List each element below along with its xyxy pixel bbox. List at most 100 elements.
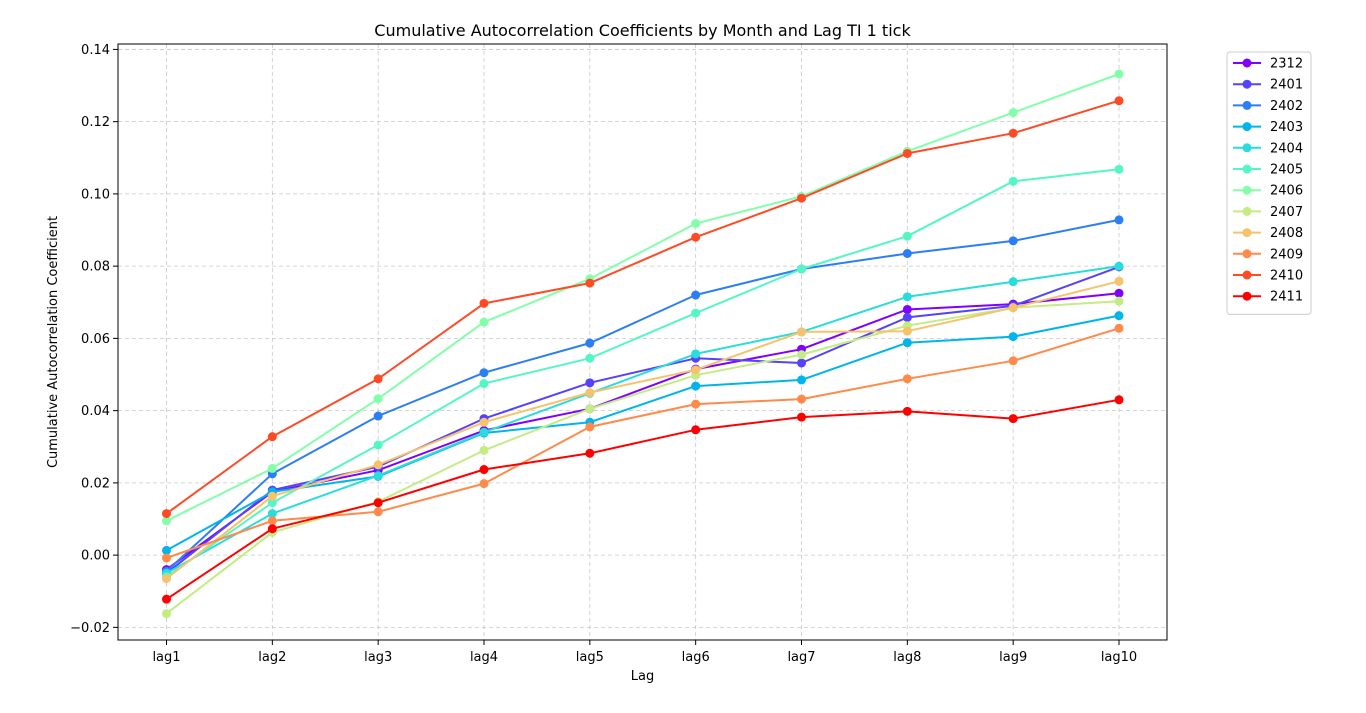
legend-label: 2408: [1270, 226, 1303, 241]
data-point-2408: [479, 417, 489, 427]
data-point-2312: [1114, 288, 1124, 298]
legend-label: 2409: [1270, 247, 1303, 262]
legend-item: 2405: [1233, 163, 1303, 178]
data-point-2410: [479, 298, 489, 308]
data-point-2409: [797, 394, 806, 404]
data-point-2403: [902, 338, 912, 348]
data-point-2408: [162, 574, 171, 584]
data-point-2411: [585, 448, 595, 458]
legend-item: 2409: [1233, 247, 1303, 262]
data-point-2402: [1008, 236, 1018, 246]
data-point-2312: [902, 304, 912, 314]
series-line-2403: [166, 314, 1120, 552]
series-2411: [162, 395, 1124, 604]
data-point-2411: [479, 465, 489, 475]
data-point-2408: [373, 460, 383, 470]
x-axis-label: Lag: [631, 669, 654, 684]
series-line-2404: [166, 265, 1120, 575]
data-point-2410: [1008, 128, 1018, 138]
data-point-2404: [267, 509, 277, 519]
data-point-2405: [585, 353, 595, 363]
y-tick-label: 0.12: [81, 115, 110, 130]
series-2406: [162, 69, 1124, 526]
plot-series: [162, 69, 1124, 619]
legend-item: 2312: [1233, 57, 1303, 72]
data-point-2402: [691, 290, 701, 300]
legend-label: 2404: [1270, 141, 1303, 156]
data-point-2410: [585, 278, 595, 288]
legend-swatch-marker: [1242, 206, 1252, 216]
legend-label: 2410: [1270, 269, 1303, 284]
data-point-2406: [162, 516, 171, 526]
data-point-2403: [1008, 332, 1018, 342]
data-point-2406: [373, 394, 383, 404]
legend-swatch-marker: [1242, 100, 1252, 110]
series-2408: [162, 276, 1124, 584]
data-point-2403: [691, 381, 701, 391]
data-point-2402: [902, 249, 912, 259]
legend-swatch-marker: [1242, 122, 1252, 132]
legend-box: [1226, 51, 1312, 315]
y-tick-label: −0.02: [70, 621, 110, 636]
legend-label: 2312: [1270, 57, 1303, 72]
data-point-2408: [267, 491, 277, 501]
data-point-2403: [1114, 311, 1124, 321]
legend-label: 2401: [1270, 78, 1303, 93]
data-point-2402: [1114, 215, 1124, 225]
legend-item: 2410: [1233, 269, 1303, 284]
legend-item: 2402: [1233, 99, 1303, 114]
legend-swatch-marker: [1242, 228, 1252, 238]
legend-swatch-marker: [1242, 185, 1252, 195]
legend-item: 2401: [1233, 78, 1303, 93]
legend: 2312 2401 2402 2403 2404 2405 2406 2407 2408 2409…: [1226, 51, 1312, 315]
series-2410: [162, 96, 1124, 519]
data-point-2410: [691, 232, 701, 242]
data-point-2405: [267, 498, 277, 508]
x-tick-label: lag6: [682, 650, 710, 665]
data-point-2411: [691, 425, 701, 435]
data-point-2411: [797, 412, 806, 422]
data-point-2409: [479, 479, 489, 489]
legend-item: 2407: [1233, 205, 1303, 220]
data-point-2411: [162, 594, 171, 604]
y-tick-label: 0.06: [81, 332, 110, 347]
data-point-2405: [479, 379, 489, 389]
series-2403: [162, 311, 1124, 555]
x-tick-label: lag5: [576, 650, 604, 665]
legend-item: 2404: [1233, 141, 1303, 156]
legend-swatch-marker: [1242, 249, 1252, 259]
data-point-2405: [797, 264, 806, 274]
legend-label: 2402: [1270, 99, 1303, 114]
legend-swatch-marker: [1242, 291, 1252, 301]
data-point-2411: [267, 524, 277, 534]
data-point-2409: [267, 516, 277, 526]
series-line-2405: [165, 168, 1120, 578]
series-2404: [162, 261, 1124, 578]
x-tick-label: lag9: [999, 650, 1027, 665]
data-point-2406: [691, 219, 701, 229]
plot-frame: [117, 43, 1168, 641]
data-point-2408: [797, 327, 806, 337]
data-point-2401: [797, 358, 806, 368]
series-line-2402: [165, 218, 1120, 573]
data-point-2408: [691, 365, 701, 375]
data-point-2407: [162, 609, 171, 619]
series-2402: [162, 215, 1124, 576]
data-point-2405: [1114, 164, 1124, 174]
legend-swatch-marker: [1242, 79, 1252, 89]
data-point-2408: [585, 388, 595, 398]
y-tick-label: 0.10: [81, 187, 110, 202]
axes: lag1 lag2 lag3 lag4 lag5 lag6 lag7 lag8 lag9 lag1…: [70, 43, 1137, 665]
legend-label: 2411: [1270, 290, 1303, 305]
data-point-2404: [1114, 261, 1124, 271]
legend-item: 2406: [1233, 184, 1303, 199]
x-tick-label: lag1: [152, 650, 180, 665]
y-axis-label: Cumulative Autocorrelation Coefficient: [46, 216, 61, 468]
data-point-2409: [373, 507, 383, 517]
series-line-2408: [165, 280, 1120, 580]
x-tick-label: lag8: [893, 650, 921, 665]
legend-swatch-marker: [1242, 143, 1252, 153]
data-point-2407: [585, 404, 595, 414]
